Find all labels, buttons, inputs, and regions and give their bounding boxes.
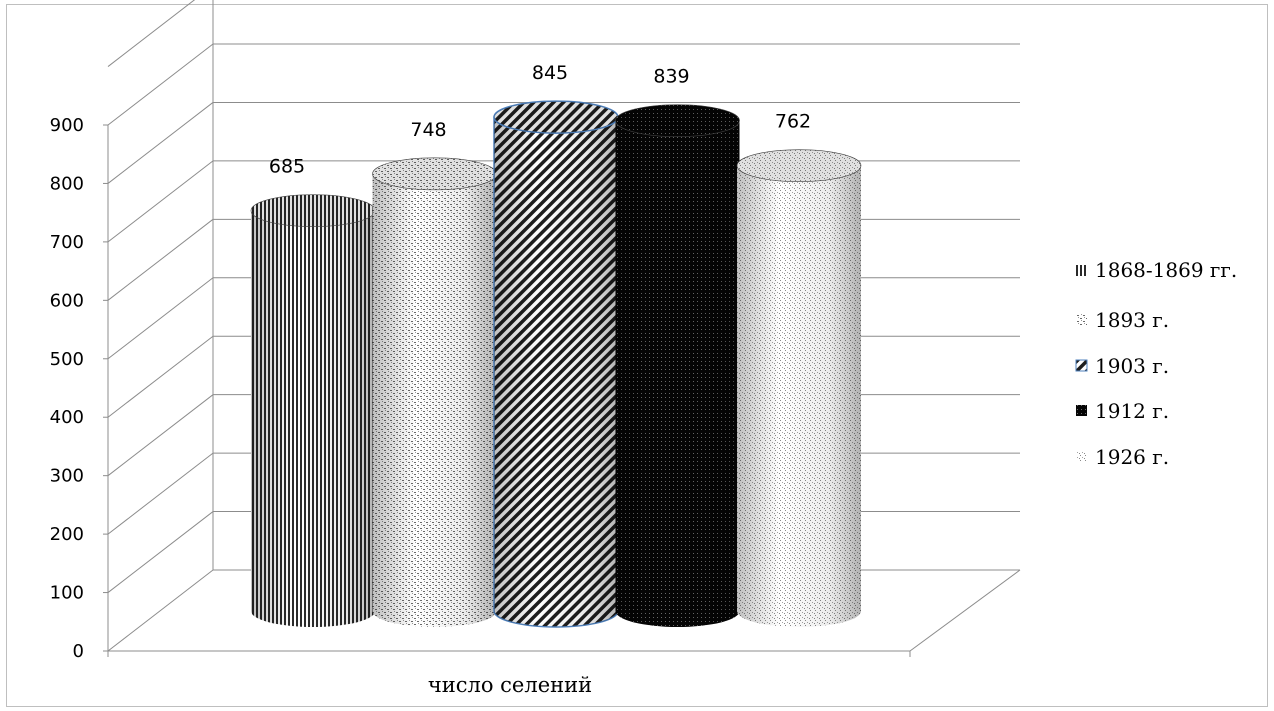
legend-label: 1893 г. <box>1095 308 1169 332</box>
cylinder-shading <box>494 117 618 628</box>
side-gridline <box>107 102 214 184</box>
cylinder-shading <box>615 120 740 627</box>
legend-swatch-1912 <box>1076 405 1087 416</box>
floor-right-edge <box>909 569 1021 652</box>
legend-swatch-1926 <box>1076 451 1087 462</box>
cylinder-top <box>736 149 862 182</box>
x-category-label: число селений <box>428 673 592 697</box>
y-tick-label: 200 <box>50 524 84 545</box>
y-tick-label: 100 <box>50 583 84 604</box>
side-gridline <box>107 335 214 418</box>
legend: 1868-1869 гг. 1893 г. 1903 г. 1912 г. 19… <box>1075 258 1237 469</box>
legend-label: 1868-1869 гг. <box>1095 258 1237 282</box>
cylinder-shading <box>372 173 497 627</box>
side-gridline <box>107 43 214 126</box>
y-tick-label: 0 <box>73 641 84 662</box>
y-tick-label: 500 <box>50 349 84 370</box>
side-gridline <box>107 511 214 593</box>
side-gridline <box>107 0 196 67</box>
cylinder-bar <box>736 149 862 628</box>
cylinder-top-shade <box>494 101 618 134</box>
side-gridline <box>107 160 214 243</box>
side-gridline <box>107 218 214 301</box>
legend-item: 1912 г. <box>1076 399 1169 423</box>
cylinder-top-shade <box>737 149 861 182</box>
cylinder-top-shade <box>372 157 497 190</box>
cylinder-shading <box>251 210 375 627</box>
legend-item: 1903 г. <box>1075 354 1169 378</box>
y-tick-label: 400 <box>50 407 84 428</box>
legend-label: 1926 г. <box>1095 445 1169 469</box>
legend-item: 1893 г. <box>1076 308 1169 332</box>
cylinder-shading <box>737 165 861 628</box>
cylinder-bar <box>372 157 497 627</box>
bars-layer <box>250 100 862 628</box>
cylinder-bar <box>615 104 740 627</box>
y-tick-label: 300 <box>50 466 84 487</box>
data-label: 685 <box>269 156 305 178</box>
legend-swatch-1868-1869 <box>1076 265 1087 276</box>
cylinder-top-shade <box>615 104 740 137</box>
legend-swatch-1903 <box>1075 359 1088 372</box>
data-label: 762 <box>775 111 811 133</box>
data-labels-layer: 685 748 845 839 762 <box>269 62 811 178</box>
cylinder-top-shade <box>251 194 375 227</box>
y-tick-label: 700 <box>50 232 84 253</box>
side-gridline <box>107 569 214 652</box>
legend-item: 1868-1869 гг. <box>1076 258 1237 282</box>
side-gridline <box>107 394 214 477</box>
legend-label: 1903 г. <box>1095 354 1169 378</box>
cylinder-top <box>615 104 740 137</box>
y-tick-label: 600 <box>50 290 84 311</box>
y-tick-label: 900 <box>50 115 84 136</box>
data-label: 839 <box>653 66 689 88</box>
axis-layer: 0 100 200 300 400 500 600 700 800 900 <box>50 115 1021 662</box>
side-gridline <box>107 452 214 535</box>
side-gridline <box>107 277 214 360</box>
cylinder-bar <box>493 100 619 628</box>
data-label: 748 <box>410 119 446 141</box>
data-label: 845 <box>532 62 568 84</box>
y-tick-label: 800 <box>50 173 84 194</box>
legend-swatch-1893 <box>1076 314 1087 325</box>
legend-label: 1912 г. <box>1095 399 1169 423</box>
cylinder-bar <box>250 194 376 627</box>
legend-item: 1926 г. <box>1076 445 1169 469</box>
